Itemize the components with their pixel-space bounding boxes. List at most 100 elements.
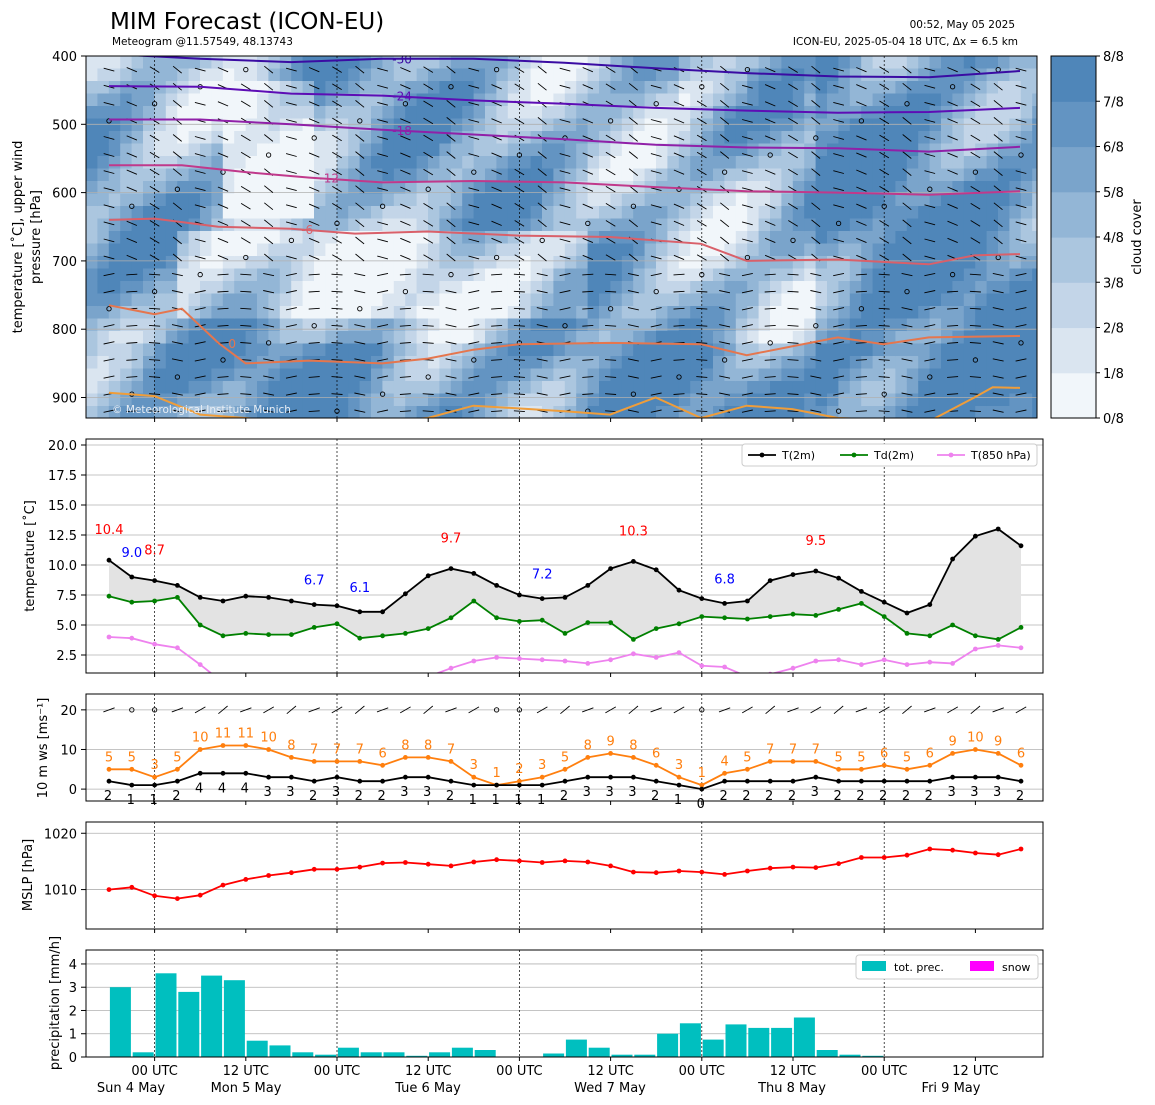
wind-barb: [355, 151, 365, 159]
calm-marker: [630, 391, 637, 397]
mean-wind-label: 3: [332, 785, 340, 800]
wind-barb: [537, 151, 547, 159]
gust-label: 3: [470, 758, 478, 773]
wind-barb: [810, 409, 822, 413]
data-point: [745, 674, 750, 679]
wind-barb: [764, 359, 776, 361]
wind-barb: [741, 84, 753, 89]
data-point: [631, 637, 636, 642]
wind-barb: [833, 307, 845, 311]
data-point: [608, 863, 613, 869]
calm-marker: [174, 186, 181, 192]
wind-barb: [514, 237, 525, 244]
wind-barb: [513, 393, 525, 395]
wind-barb: [514, 66, 525, 73]
wind-barb: [902, 82, 912, 91]
precip-bar: [634, 1054, 656, 1057]
wind-barb: [399, 324, 411, 327]
wind-barb: [514, 168, 525, 176]
mean-wind-label: 2: [355, 789, 363, 804]
wind-barb: [240, 342, 252, 344]
data-point: [380, 633, 385, 639]
wind-barb: [399, 376, 411, 378]
wind-barb: [970, 151, 981, 159]
wind-barb: [423, 100, 434, 107]
wind-barb: [1015, 67, 1027, 72]
wind-barb: [171, 272, 183, 277]
wind-barb: [856, 220, 867, 226]
wind-barb: [696, 410, 708, 413]
wind-barb: [377, 255, 389, 260]
wind-barb: [240, 203, 251, 210]
day-label: Sun 4 May: [97, 1081, 165, 1096]
colorbar-step: [1051, 372, 1096, 419]
calm-marker: [972, 357, 979, 363]
wind-barb: [240, 410, 252, 413]
data-point: [585, 583, 591, 588]
wind-barb: [194, 392, 206, 396]
wind-barb: [331, 359, 343, 361]
calm-marker: [904, 288, 910, 295]
data-point: [973, 747, 978, 752]
wind-barb: [628, 134, 638, 142]
calm-marker: [243, 67, 249, 73]
wind-barb: [741, 290, 753, 294]
calm-marker: [311, 323, 317, 329]
wind-barb: [650, 358, 662, 362]
mean-wind-label: 3: [993, 785, 1001, 800]
gust-label: 1: [698, 766, 706, 781]
data-point: [973, 533, 978, 539]
data-point: [175, 595, 180, 600]
wind-barb: [468, 324, 480, 328]
wind-barb: [947, 152, 958, 158]
wind-barb: [149, 237, 160, 244]
cloud-cover-panel: -30 -24 -18 -12 -6 0 6 © Meteorological Instit…: [10, 50, 1145, 427]
data-point: [517, 619, 522, 624]
colorbar-step: [1051, 327, 1096, 374]
wind-barb: [126, 67, 138, 73]
wind-barb: [513, 307, 525, 310]
wind-barb: [993, 117, 1003, 125]
wind-barb: [720, 151, 730, 159]
wind-barb: [194, 255, 206, 260]
gust-label: 3: [150, 758, 158, 773]
wind-barb: [879, 83, 890, 90]
colorbar-step: [1051, 146, 1096, 193]
wind-barb: [263, 324, 275, 328]
wind-barb: [217, 135, 229, 141]
precip-bar: [429, 1052, 451, 1057]
wind-barb: [217, 324, 229, 327]
calm-marker: [220, 357, 226, 363]
precip-bar: [862, 1055, 884, 1057]
wind-barb: [103, 272, 115, 277]
wind-barb: [194, 170, 206, 174]
temperature-tick-label: 12.5: [48, 529, 77, 544]
wind-barb: [172, 168, 182, 176]
wind-barb: [855, 393, 867, 395]
wind-barb: [902, 168, 912, 176]
data-point: [539, 782, 545, 788]
wind-barb: [650, 392, 662, 396]
wind-barb: [217, 410, 229, 413]
calm-marker: [744, 254, 751, 261]
wind-barb: [902, 134, 912, 142]
data-point: [904, 610, 910, 616]
wind-barb: [513, 273, 525, 276]
wind-barb: [355, 185, 365, 193]
precip-bar: [702, 1039, 724, 1057]
wind-barb: [332, 203, 342, 210]
calm-marker: [151, 101, 158, 107]
calm-marker: [767, 152, 773, 158]
wind-barb: [537, 117, 547, 125]
gust-label: 11: [238, 727, 255, 742]
wind-barb: [993, 168, 1003, 176]
mean-wind-label: 2: [560, 789, 568, 804]
data-point: [197, 770, 203, 776]
mean-wind-label: 3: [400, 785, 408, 800]
wind-barb: [377, 409, 389, 413]
wind-barb: [856, 186, 867, 192]
wind-barb: [285, 170, 297, 174]
precip-bar: [292, 1052, 314, 1057]
wind-barb: [901, 375, 913, 379]
precip-bar: [771, 1027, 793, 1057]
